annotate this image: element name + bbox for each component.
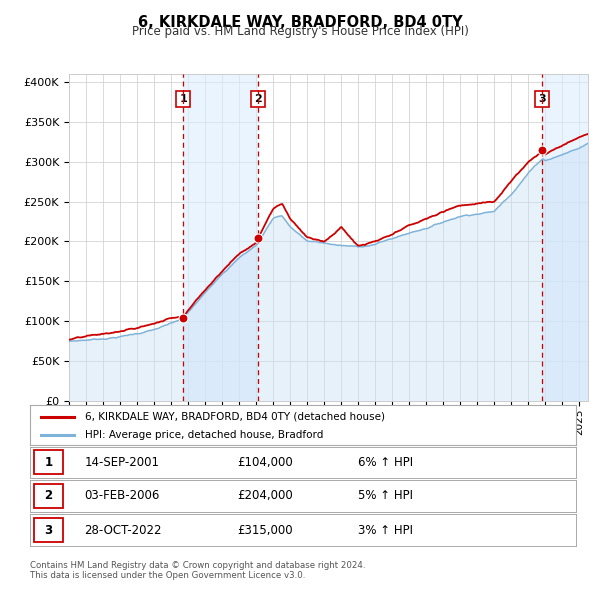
Text: Contains HM Land Registry data © Crown copyright and database right 2024.: Contains HM Land Registry data © Crown c… xyxy=(30,560,365,569)
Text: 3% ↑ HPI: 3% ↑ HPI xyxy=(358,523,413,537)
Text: £104,000: £104,000 xyxy=(238,455,293,469)
Text: 03-FEB-2006: 03-FEB-2006 xyxy=(85,489,160,503)
Text: HPI: Average price, detached house, Bradford: HPI: Average price, detached house, Brad… xyxy=(85,430,323,440)
FancyBboxPatch shape xyxy=(34,518,63,542)
Text: 5% ↑ HPI: 5% ↑ HPI xyxy=(358,489,413,503)
Text: This data is licensed under the Open Government Licence v3.0.: This data is licensed under the Open Gov… xyxy=(30,571,305,580)
Text: 6, KIRKDALE WAY, BRADFORD, BD4 0TY (detached house): 6, KIRKDALE WAY, BRADFORD, BD4 0TY (deta… xyxy=(85,412,385,422)
FancyBboxPatch shape xyxy=(34,450,63,474)
Text: 2: 2 xyxy=(254,94,262,104)
Text: 2: 2 xyxy=(44,489,53,503)
Text: Price paid vs. HM Land Registry's House Price Index (HPI): Price paid vs. HM Land Registry's House … xyxy=(131,25,469,38)
Text: 14-SEP-2001: 14-SEP-2001 xyxy=(85,455,160,469)
Text: 1: 1 xyxy=(179,94,187,104)
Text: £204,000: £204,000 xyxy=(238,489,293,503)
FancyBboxPatch shape xyxy=(34,484,63,508)
Text: 1: 1 xyxy=(44,455,53,469)
Bar xyxy=(183,74,257,401)
Text: 3: 3 xyxy=(539,94,546,104)
Text: 6% ↑ HPI: 6% ↑ HPI xyxy=(358,455,413,469)
Text: 6, KIRKDALE WAY, BRADFORD, BD4 0TY: 6, KIRKDALE WAY, BRADFORD, BD4 0TY xyxy=(137,15,463,30)
Text: 3: 3 xyxy=(44,523,53,537)
Text: £315,000: £315,000 xyxy=(238,523,293,537)
Text: 28-OCT-2022: 28-OCT-2022 xyxy=(85,523,162,537)
Bar xyxy=(542,74,588,401)
